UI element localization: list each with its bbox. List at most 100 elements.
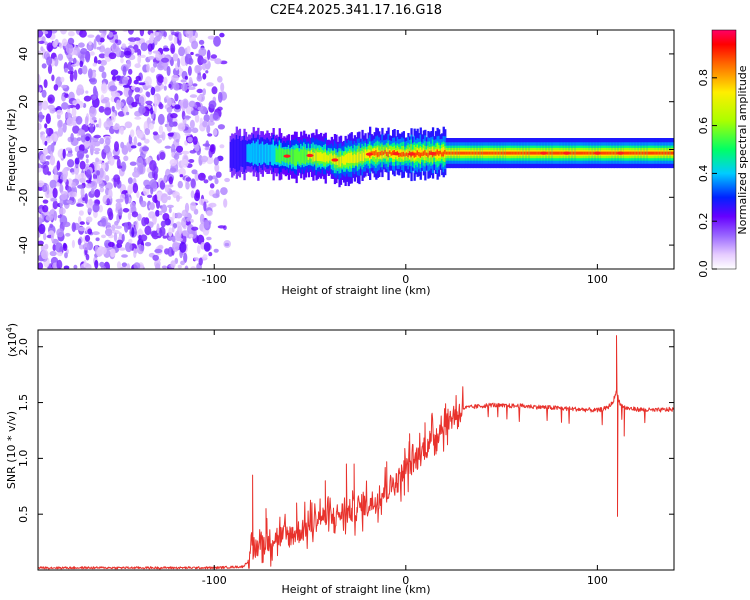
ridge-cell [390, 152, 393, 156]
noise-blob [140, 54, 146, 58]
noise-blob [77, 129, 86, 136]
noise-blob [139, 244, 145, 252]
noise-blob [149, 160, 157, 171]
ridge-cell [629, 151, 632, 155]
spectrogram-noise [38, 30, 231, 269]
spectrogram-x-axis-title: Height of straight line (km) [281, 284, 430, 297]
noise-blob [134, 116, 142, 120]
noise-blob [42, 164, 49, 175]
ridge-cell [252, 140, 255, 166]
noise-blob [98, 204, 103, 213]
ridge-cell [634, 151, 637, 155]
noise-blob [66, 153, 73, 157]
noise-blob [217, 76, 223, 83]
noise-blob [38, 180, 45, 188]
noise-blob [207, 35, 216, 40]
figure-title: C2E4.2025.341.17.16.G18 [270, 3, 442, 18]
ridge-cell [398, 152, 401, 158]
ridge-cell [503, 151, 507, 155]
noise-blob [67, 159, 75, 168]
noise-blob [157, 113, 165, 125]
noise-blob [104, 228, 113, 237]
ridge-cell [255, 141, 258, 165]
noise-blob [211, 86, 218, 95]
noise-blob [79, 160, 86, 170]
noise-blob [166, 97, 172, 107]
ridge-cell [338, 156, 341, 167]
noise-blob [203, 201, 207, 212]
noise-blob [99, 187, 105, 193]
noise-blob [133, 37, 141, 41]
noise-blob [63, 265, 70, 269]
noise-blob [142, 146, 149, 152]
noise-blob [195, 65, 201, 74]
noise-blob [149, 179, 157, 189]
spectrogram-ridge [229, 126, 674, 188]
noise-blob [186, 217, 191, 222]
ridge-cell [654, 151, 657, 155]
ridge-cell [248, 143, 251, 163]
noise-blob [176, 194, 180, 202]
ridge-cell [416, 150, 419, 156]
noise-blob [75, 103, 80, 110]
noise-blob [144, 138, 150, 144]
noise-blob [202, 254, 208, 259]
ridge-cell [672, 151, 674, 155]
noise-blob [107, 241, 115, 248]
noise-blob [141, 217, 147, 227]
noise-blob [172, 82, 180, 91]
noise-blob [177, 180, 183, 189]
noise-blob [127, 177, 133, 185]
noise-blob [172, 241, 180, 252]
noise-blob [208, 100, 217, 109]
ridge-cell [427, 147, 430, 158]
noise-blob [41, 100, 49, 111]
noise-blob [131, 227, 135, 238]
ridge-cell [304, 149, 307, 165]
noise-blob [185, 177, 192, 182]
noise-blob [67, 186, 72, 194]
noise-blob [116, 158, 121, 169]
colorbar-gradient [711, 29, 737, 270]
ridge-cell [272, 139, 275, 166]
noise-blob [206, 156, 214, 165]
noise-blob [206, 236, 212, 241]
ridge-cell [372, 151, 375, 156]
ridge-cell [384, 149, 387, 154]
ridge-cell [557, 151, 560, 155]
ridge-cell [491, 151, 494, 155]
noise-blob [50, 233, 55, 242]
noise-blob [124, 121, 133, 129]
noise-blob [144, 113, 149, 117]
noise-blob [191, 40, 199, 50]
noise-blob [148, 122, 154, 130]
noise-blob [56, 182, 60, 187]
noise-blob [58, 207, 66, 215]
noise-blob [200, 59, 207, 64]
noise-blob [219, 60, 228, 65]
noise-blob [56, 109, 64, 116]
noise-blob [68, 31, 75, 37]
noise-blob [104, 175, 110, 182]
noise-blob [136, 190, 140, 199]
ridge-cell [451, 151, 455, 155]
noise-blob [42, 147, 49, 156]
ridge-cell [382, 151, 386, 155]
noise-blob [113, 174, 121, 182]
noise-blob [49, 223, 53, 228]
noise-blob [98, 30, 107, 34]
noise-blob [202, 73, 207, 80]
noise-blob [166, 204, 174, 208]
noise-blob [45, 113, 51, 124]
ridge-cell [516, 151, 519, 155]
noise-blob [116, 261, 122, 269]
ridge-cell [651, 151, 654, 155]
snr-y-tick-label: 0.5 [17, 505, 30, 523]
ridge-cell [632, 151, 635, 155]
ridge-cell [289, 150, 292, 163]
noise-blob [79, 30, 87, 38]
noise-blob [183, 252, 188, 263]
ridge-cell [402, 151, 405, 157]
snr-plot-area [38, 335, 674, 570]
ridge-cell [361, 151, 364, 162]
